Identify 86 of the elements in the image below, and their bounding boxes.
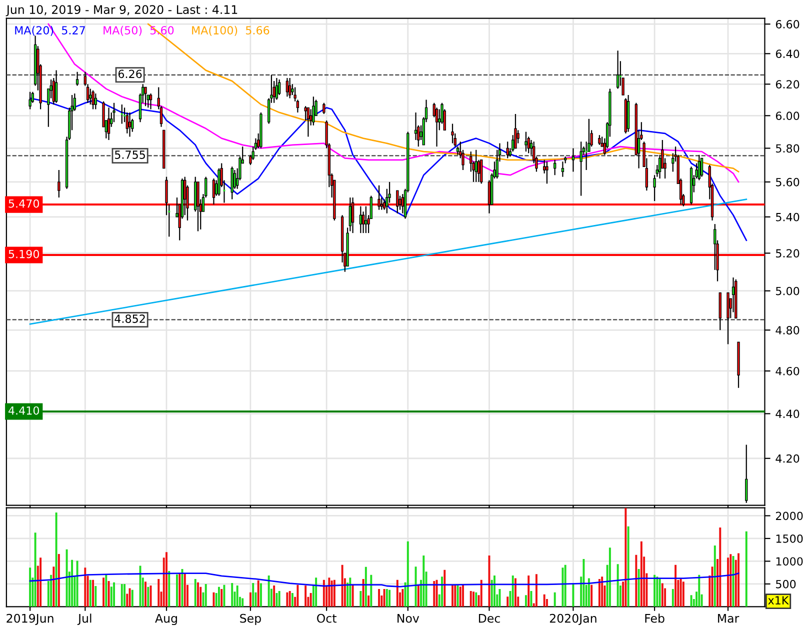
candlestick: [286, 77, 289, 98]
y-tick-label: 1000: [776, 557, 803, 566]
line-series: [147, 23, 740, 172]
candlestick: [146, 94, 150, 108]
candlestick: [700, 158, 704, 178]
x-tick-label: Feb: [645, 614, 664, 623]
y-tick-label: 1500: [776, 534, 803, 543]
candlestick: [451, 123, 454, 144]
series-label: MA(100) 5.66: [192, 26, 270, 36]
ref-line-label: 4.410: [8, 406, 40, 415]
y-tick-label: 5.20: [776, 249, 800, 258]
candlestick: [351, 196, 354, 234]
y-tick-label: 6.40: [776, 50, 800, 58]
y-tick-label: 5.80: [776, 144, 800, 153]
chart-title: Jun 10, 2019 - Mar 9, 2020 - Last : 4.11: [6, 5, 238, 16]
y-tick-label: 5.60: [776, 178, 800, 186]
y-tick-label: 4.80: [776, 326, 800, 334]
candlestick: [348, 196, 352, 232]
candlestick: [396, 190, 399, 214]
x-tick-label: Sep: [240, 614, 261, 626]
x-tick-label: Jul: [77, 614, 92, 625]
candlestick: [275, 77, 278, 100]
ref-line-label: 5.190: [8, 250, 40, 258]
candlestick: [112, 102, 116, 123]
candlestick: [322, 102, 326, 115]
candlestick: [554, 159, 556, 176]
candlestick: [474, 149, 478, 183]
candlestick: [572, 148, 575, 172]
candlestick: [306, 107, 310, 138]
y-tick-label: 6.20: [776, 80, 800, 89]
candlestick: [149, 92, 152, 110]
candlestick: [364, 206, 368, 234]
candlestick: [107, 107, 110, 141]
x-tick-label: Aug: [155, 614, 177, 626]
x-tick-label: Oct: [317, 614, 336, 623]
candlestick: [76, 71, 79, 86]
candlestick: [598, 134, 601, 146]
candlestick: [506, 141, 509, 159]
candlestick: [527, 136, 530, 154]
y-tick-label: 4.60: [776, 366, 800, 376]
candlestick: [233, 169, 236, 190]
y-tick-label: 4.20: [776, 454, 800, 463]
candlestick: [698, 154, 700, 181]
ref-line-label: 5.755: [115, 150, 145, 159]
ref-line-label: 4.852: [114, 314, 145, 323]
candlestick: [212, 178, 216, 206]
candlestick: [128, 112, 132, 138]
y-tick-label: 6.60: [776, 20, 800, 28]
candlestick: [480, 159, 483, 184]
candlestick: [514, 114, 517, 149]
candlestick: [126, 112, 128, 134]
candlestick: [524, 131, 528, 152]
candlestick: [378, 184, 380, 210]
text: MA(20) 5.27: [15, 26, 85, 36]
candlestick: [28, 91, 32, 110]
candlestick: [546, 161, 548, 184]
candlestick: [312, 96, 315, 126]
candlestick: [144, 86, 147, 107]
candlestick: [89, 88, 92, 106]
candlestick: [230, 166, 234, 200]
text: x1K: [768, 596, 789, 604]
y-tick-label: 4.40: [776, 410, 800, 418]
x-tick-label: Mar: [718, 614, 740, 623]
candlestick: [435, 107, 438, 148]
candlestick: [616, 50, 620, 90]
candlestick: [94, 92, 97, 110]
y-tick-label: 2000: [776, 512, 803, 520]
ref-line-label: 5.470: [8, 199, 40, 208]
candlestick: [359, 206, 362, 234]
candlestick: [401, 193, 404, 214]
candlestick: [54, 70, 58, 104]
x-tick-label: 2020Jan: [550, 614, 596, 625]
ref-line-label: 6.26: [118, 70, 142, 78]
candlestick: [278, 78, 281, 96]
x-tick-label: Nov: [398, 614, 420, 623]
candlestick: [58, 169, 60, 198]
x-tick-label: Dec: [478, 614, 500, 623]
line-series: [29, 572, 740, 588]
y-tick-label: 6.00: [776, 112, 800, 120]
y-tick-label: 5.40: [776, 212, 800, 222]
x-tick-label: 2019Jun: [6, 614, 54, 625]
candlestick: [92, 90, 94, 110]
candlestick: [580, 141, 582, 196]
candlestick: [288, 77, 292, 99]
y-tick-label: 500: [776, 580, 796, 588]
y-tick-label: 5.00: [776, 286, 800, 296]
